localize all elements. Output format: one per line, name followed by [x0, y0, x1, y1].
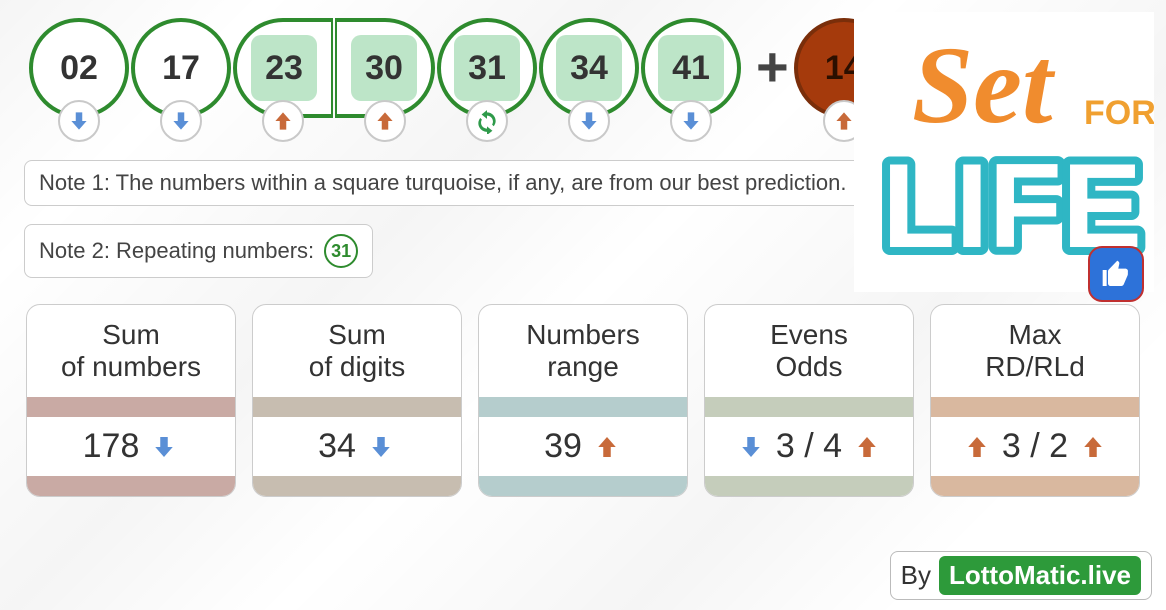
card-value-row: 39: [479, 417, 687, 476]
card-band: [27, 476, 235, 496]
predicted-marker: 34: [556, 35, 622, 101]
card-value-row: 178: [27, 417, 235, 476]
card-value: 34: [318, 427, 356, 466]
trend-indicator: [262, 100, 304, 142]
predicted-marker: 41: [658, 35, 724, 101]
card-title: EvensOdds: [705, 305, 913, 397]
card-band: [253, 476, 461, 496]
trend-indicator: [466, 100, 508, 142]
stat-card-0: Sumof numbers 178: [26, 304, 236, 497]
ball-7: 41: [636, 18, 746, 142]
card-band: [27, 397, 235, 417]
card-value: 178: [83, 427, 140, 466]
stat-card-4: MaxRD/RLd 3 / 2: [930, 304, 1140, 497]
card-band: [479, 476, 687, 496]
logo-set: Set: [912, 24, 1056, 146]
stat-card-2: Numbersrange 39: [478, 304, 688, 497]
stat-card-1: Sumof digits 34: [252, 304, 462, 497]
card-band: [931, 476, 1139, 496]
card-value-row: 3 / 2: [931, 417, 1139, 476]
card-title: MaxRD/RLd: [931, 305, 1139, 397]
card-band: [253, 397, 461, 417]
card-band: [931, 397, 1139, 417]
like-button[interactable]: [1088, 246, 1144, 302]
thumbs-up-icon: [1100, 258, 1132, 290]
predicted-marker: 31: [454, 35, 520, 101]
ball-1: 02: [24, 18, 134, 142]
trend-indicator: [670, 100, 712, 142]
logo-for: FOR: [1084, 94, 1154, 132]
ball-4: 30: [330, 18, 440, 142]
repeating-number-badge: 31: [324, 234, 358, 268]
note-1: Note 1: The numbers within a square turq…: [24, 160, 862, 206]
card-band: [705, 476, 913, 496]
trend-indicator: [568, 100, 610, 142]
card-value: 3 / 4: [776, 427, 842, 466]
note-1-text: Note 1: The numbers within a square turq…: [39, 170, 847, 196]
plus-symbol: +: [756, 34, 789, 99]
card-value: 39: [544, 427, 582, 466]
ball-5: 31: [432, 18, 542, 142]
card-title: Numbersrange: [479, 305, 687, 397]
note-2-prefix: Note 2: Repeating numbers:: [39, 238, 314, 264]
card-band: [705, 397, 913, 417]
ball-3: 23: [228, 18, 338, 142]
trend-indicator: [364, 100, 406, 142]
card-value-row: 3 / 4: [705, 417, 913, 476]
credit-prefix: By: [901, 560, 931, 591]
card-value-row: 34: [253, 417, 461, 476]
card-value: 3 / 2: [1002, 427, 1068, 466]
stat-cards: Sumof numbers 178 Sumof digits 34 Number…: [24, 304, 1142, 497]
card-band: [479, 397, 687, 417]
stat-card-3: EvensOdds 3 / 4: [704, 304, 914, 497]
card-title: Sumof numbers: [27, 305, 235, 397]
predicted-marker: 30: [351, 35, 417, 101]
predicted-marker: 23: [251, 35, 317, 101]
ball-6: 34: [534, 18, 644, 142]
note-2: Note 2: Repeating numbers: 31: [24, 224, 373, 278]
ball-2: 17: [126, 18, 236, 142]
credit: By LottoMatic.live: [890, 551, 1152, 600]
credit-brand: LottoMatic.live: [939, 556, 1141, 595]
trend-indicator: [160, 100, 202, 142]
trend-indicator: [58, 100, 100, 142]
card-title: Sumof digits: [253, 305, 461, 397]
